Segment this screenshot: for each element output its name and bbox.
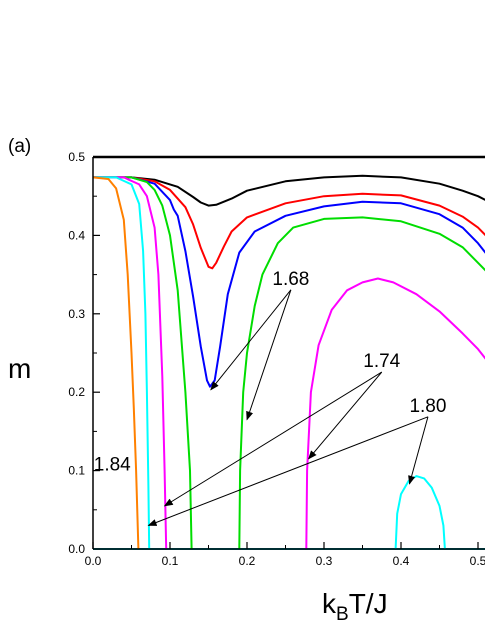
y-tick-label-5: 0.5: [68, 150, 85, 164]
annotation-arrow-0-0: [210, 289, 292, 391]
annotation-label-2: 1.80: [409, 396, 446, 417]
series-3-segment-1: [238, 216, 485, 550]
annotation-arrow-2-1: [408, 416, 429, 485]
x-tick-label-4: 0.4: [393, 554, 410, 568]
x-axis-label-rest: T/J: [349, 588, 388, 619]
series-5-segment-0: [93, 176, 151, 550]
y-tick-label-0: 0.0: [68, 542, 85, 556]
series-2-segment-0: [93, 176, 485, 388]
panel-label: (a): [8, 136, 31, 157]
y-axis-label: m: [8, 353, 31, 384]
y-tick-label-3: 0.3: [68, 307, 85, 321]
annotation-arrow-1-0: [163, 371, 383, 507]
y-tick-label-4: 0.4: [68, 228, 85, 242]
annotation-label-1: 1.74: [363, 351, 400, 372]
annotation-arrow-0-1: [246, 289, 292, 421]
series-4-segment-0: [93, 176, 168, 550]
x-axis-label-sub: B: [336, 604, 349, 625]
x-tick-label-0: 0.0: [85, 554, 102, 568]
series-1-segment-0: [93, 176, 485, 270]
x-tick-label-3: 0.3: [316, 554, 333, 568]
annotation-label-0: 1.68: [272, 269, 309, 290]
x-tick-label-1: 0.1: [162, 554, 179, 568]
series-4-segment-1: [305, 277, 485, 550]
x-axis-label: kBT/J: [322, 588, 388, 625]
annotation-arrow-2-0: [147, 416, 429, 526]
series-0-segment-0: [93, 174, 485, 207]
curves: [93, 174, 485, 550]
y-tick-label-2: 0.2: [68, 385, 85, 399]
series-5-segment-1: [394, 475, 446, 550]
x-axis-label-main: k: [322, 588, 337, 619]
series-3-segment-0: [93, 176, 193, 550]
annotation-label-3: 1.84: [94, 455, 131, 476]
y-tick-label-1: 0.1: [68, 464, 85, 478]
annotations: 1.68 1.74 1.80 1.84: [94, 269, 447, 476]
annotation-arrows: [147, 289, 429, 526]
x-tick-label-5: 0.5: [470, 554, 485, 568]
x-tick-label-2: 0.2: [239, 554, 256, 568]
series-6-segment-0: [93, 176, 140, 550]
annotation-arrow-1-1: [308, 371, 383, 460]
axis-ticks: 0.0 0.1 0.2 0.3 0.4 0.5 0.0 0.1 0.2 0.3 0.4 0.5: [68, 150, 485, 568]
